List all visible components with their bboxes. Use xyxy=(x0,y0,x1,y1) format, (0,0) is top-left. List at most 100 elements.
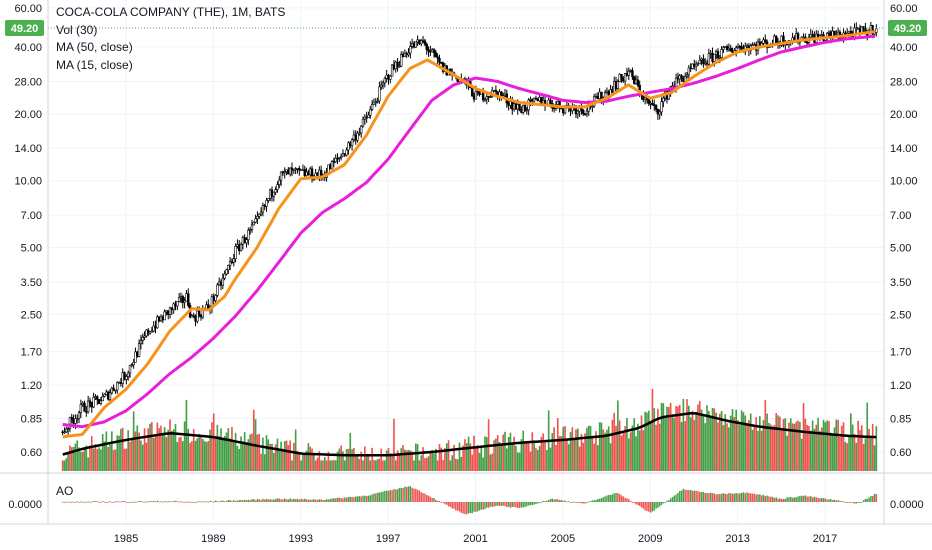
candle-body xyxy=(276,184,279,190)
volume-bar xyxy=(216,424,219,471)
volume-bar xyxy=(116,435,119,471)
candle-body xyxy=(380,84,383,88)
volume-bar xyxy=(382,460,384,471)
ao-bar xyxy=(371,494,373,502)
ao-bar xyxy=(491,502,493,507)
volume-bar xyxy=(478,452,481,471)
ao-bar xyxy=(729,493,732,502)
ao-bar xyxy=(595,499,597,502)
ma50-indicator-label[interactable]: MA (50, close) xyxy=(56,40,133,54)
volume-bar xyxy=(511,442,514,471)
ao-bar xyxy=(482,502,484,510)
ao-bar xyxy=(486,502,488,508)
volume-bar xyxy=(746,423,748,471)
ao-bar xyxy=(413,488,415,502)
ao-bar xyxy=(742,492,745,502)
volume-bar xyxy=(691,410,694,471)
candle-body xyxy=(150,330,154,333)
candle-body xyxy=(518,104,521,111)
ao-bar xyxy=(511,502,513,507)
ao-bar xyxy=(203,501,206,503)
ao-bar xyxy=(618,493,621,502)
ao-bar xyxy=(216,501,219,502)
volume-bar xyxy=(797,420,799,471)
ao-bar xyxy=(575,502,577,503)
volume-bar xyxy=(105,431,108,471)
ao-bar xyxy=(253,499,255,502)
ao-bar xyxy=(420,492,422,502)
ao-bar xyxy=(706,492,708,502)
ao-bar xyxy=(668,500,670,502)
y-tick-label-left: 5.00 xyxy=(21,243,42,255)
volume-indicator-label[interactable]: Vol (30) xyxy=(56,22,98,37)
ao-bar xyxy=(804,495,807,502)
volume-bar xyxy=(471,454,474,471)
volume-bar xyxy=(87,457,89,471)
ao-indicator-label[interactable]: AO xyxy=(56,484,74,498)
ao-bar xyxy=(746,492,748,502)
candle-body xyxy=(152,325,155,332)
time-axis[interactable]: 1985 1989 1993 1997 2001 2005 2009 2013 2017 xyxy=(114,533,837,545)
volume-bar xyxy=(682,398,685,471)
candle-body xyxy=(440,61,443,64)
volume-bar xyxy=(289,440,292,471)
volume-bar xyxy=(136,425,139,471)
ao-bar xyxy=(453,502,455,509)
volume-bar xyxy=(291,460,293,471)
volume-bar xyxy=(871,423,874,471)
volume-bar xyxy=(553,427,555,471)
ma15-indicator-label[interactable]: MA (15, close) xyxy=(56,57,133,72)
volume-bar xyxy=(857,420,859,471)
volume-bar xyxy=(80,451,82,471)
ao-bar xyxy=(737,493,739,502)
right-price-axis[interactable]: 60.00 40.00 28.00 20.00 14.00 10.00 7.00 5.00 3.… xyxy=(890,3,918,459)
volume-bar xyxy=(112,449,115,471)
ao-bar xyxy=(719,494,721,502)
volume-bar xyxy=(706,405,708,471)
y-tick-label-right: 60.00 xyxy=(890,3,918,15)
ao-bar xyxy=(598,498,601,502)
volume-bar xyxy=(631,425,634,471)
volume-bar xyxy=(121,427,124,471)
volume-bar xyxy=(738,424,741,471)
ao-bar xyxy=(305,499,308,502)
ao-bar xyxy=(80,501,82,503)
volume-bar xyxy=(533,440,535,471)
volume-bar xyxy=(622,433,625,471)
ao-bar xyxy=(151,501,153,503)
candle-body xyxy=(720,49,723,58)
ao-bar xyxy=(385,490,388,502)
volume-bar xyxy=(606,429,608,471)
ao-bar xyxy=(753,493,756,502)
volume-bar xyxy=(678,404,681,471)
ao-bar xyxy=(240,499,242,502)
volume-bar xyxy=(515,445,517,471)
ao-bar xyxy=(764,496,767,502)
volume-bar xyxy=(369,460,372,471)
volume-bar xyxy=(340,445,342,471)
ao-bar xyxy=(356,496,359,502)
ao-bar xyxy=(509,502,512,508)
ao-bar xyxy=(709,492,712,502)
volume-bar xyxy=(229,438,231,471)
y-tick-label-right: 14.00 xyxy=(890,143,918,155)
volume-bar xyxy=(196,438,199,471)
ao-bar xyxy=(345,497,348,502)
ao-bar xyxy=(309,499,311,502)
ao-bar xyxy=(546,500,548,502)
x-tick-label: 2005 xyxy=(551,533,575,545)
candle-body xyxy=(116,382,119,391)
ao-bar xyxy=(72,501,75,503)
volume-bar xyxy=(720,411,723,471)
volume-bar xyxy=(411,451,413,471)
left-price-axis[interactable]: 60.00 40.00 28.00 20.00 14.00 10.00 7.00 5.00 3.… xyxy=(14,3,42,459)
ao-bar xyxy=(724,493,726,502)
symbol-title[interactable]: COCA-COLA COMPANY (THE), 1M, BATS xyxy=(56,5,286,19)
volume-bar xyxy=(398,454,401,471)
volume-bar xyxy=(655,424,657,471)
volume-bar xyxy=(420,455,423,471)
volume-bar xyxy=(504,431,506,471)
volume-bar xyxy=(505,448,508,471)
ao-bar xyxy=(378,492,381,502)
